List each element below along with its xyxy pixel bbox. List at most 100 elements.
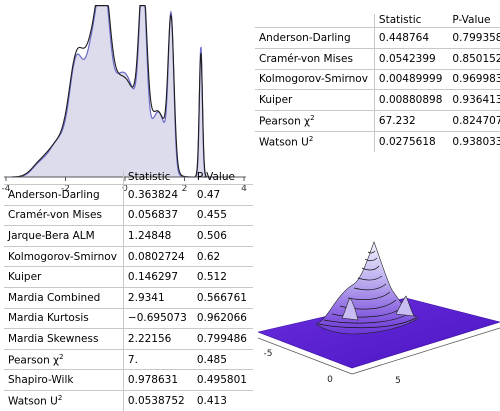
surface-contour-line	[361, 265, 380, 271]
test-name-text: Pearson χ	[8, 354, 60, 367]
surface-contour-line	[331, 307, 403, 318]
table-row: Watson U2 0.0538752 0.413	[4, 389, 253, 411]
table-row: Kolmogorov-Smirnov 0.00489999 0.969983	[255, 68, 500, 90]
table-row: Jarque-Bera ALM 1.24848 0.506	[4, 225, 253, 247]
table-row: Cramér-von Mises 0.056837 0.455	[4, 204, 253, 226]
test-name: Cramér-von Mises	[255, 47, 375, 70]
test-name-text: Watson U	[8, 395, 58, 408]
test-name: Watson U2	[255, 130, 375, 152]
superscript: 2	[310, 114, 315, 123]
table-row: Cramér-von Mises 0.0542399 0.850152	[255, 47, 500, 70]
pvalue-value: 0.455	[192, 204, 253, 226]
test-name: Anderson-Darling	[255, 27, 375, 49]
statistic-value: 0.0275618	[374, 130, 449, 152]
goodness-of-fit-table-bottom: Statistic P-Value Anderson-Darling 0.3638…	[4, 171, 253, 411]
table-row: Anderson-Darling 0.448764 0.799358	[255, 27, 500, 49]
statistic-value: 0.0538752	[123, 389, 193, 411]
statistic-value: 0.0802724	[123, 245, 193, 267]
test-name: Shapiro-Wilk	[4, 369, 124, 391]
density-area	[11, 5, 215, 177]
header-pvalue: P-Value	[452, 14, 491, 26]
test-name-text: Kuiper	[8, 271, 42, 284]
table-row: Pearson χ2 7. 0.485	[4, 348, 253, 370]
statistic-value: 0.00489999	[374, 68, 449, 90]
surface-contour-line	[357, 275, 383, 281]
statistic-value: 7.	[123, 348, 193, 370]
test-name-text: Anderson-Darling	[259, 31, 351, 44]
surface-peaks	[315, 241, 419, 335]
surface-axis-ticks: -5 0 5	[264, 349, 401, 386]
statistic-value: −0.695073	[123, 307, 193, 329]
test-name-text: Watson U	[259, 136, 309, 149]
surface-contour-line	[364, 257, 378, 262]
table-row: Pearson χ2 67.232 0.824707	[255, 110, 500, 132]
test-name-text: Anderson-Darling	[8, 188, 100, 201]
density-fit-curve	[12, 5, 215, 178]
pvalue-value: 0.512	[192, 266, 253, 288]
test-name-text: Kolmogorov-Smirnov	[8, 250, 117, 263]
test-name-text: Cramér-von Mises	[8, 209, 102, 222]
surface-axis-front	[257, 337, 353, 375]
table-row: Watson U2 0.0275618 0.938033	[255, 130, 500, 152]
surface-contour-line	[339, 299, 397, 310]
surface-tick-label: 5	[395, 376, 401, 386]
surface-contour-line	[367, 250, 376, 254]
pvalue-value: 0.824707	[448, 110, 500, 132]
test-name: Jarque-Bera ALM	[4, 225, 124, 247]
test-name-text: Shapiro-Wilk	[8, 374, 74, 387]
table-header-row: Statistic P-Value	[255, 14, 500, 28]
statistic-value: 1.24848	[123, 225, 193, 247]
statistic-value: 0.363824	[123, 184, 193, 206]
table-row: Mardia Skewness 2.22156 0.799486	[4, 328, 253, 350]
header-blank	[255, 14, 375, 28]
density-data-curve	[12, 5, 215, 178]
test-name-text: Mardia Kurtosis	[8, 312, 89, 325]
surface-tick-label: -5	[264, 349, 273, 359]
table-row: Kuiper 0.00880898 0.936413	[255, 89, 500, 111]
test-name: Pearson χ2	[255, 110, 375, 132]
header-blank	[4, 171, 124, 185]
table-row: Mardia Kurtosis −0.695073 0.962066	[4, 307, 253, 329]
table-header-row: Statistic P-Value	[4, 171, 253, 185]
statistic-value: 0.00880898	[374, 89, 449, 111]
statistic-value: 0.978631	[123, 369, 193, 391]
surface-plot-3d: -5 0 5	[256, 228, 500, 406]
superscript: 2	[308, 135, 314, 144]
header-statistic: Statistic	[378, 14, 422, 26]
statistic-value: 0.056837	[123, 204, 193, 226]
statistic-value: 0.0542399	[374, 47, 449, 70]
test-name: Kolmogorov-Smirnov	[4, 245, 124, 267]
surface-peak-body	[315, 241, 419, 335]
pvalue-value: 0.799486	[192, 328, 253, 350]
superscript: 2	[59, 352, 64, 361]
statistic-value: 2.9341	[123, 286, 193, 309]
pvalue-value: 0.969983	[448, 68, 500, 90]
test-name: Kolmogorov-Smirnov	[255, 68, 375, 90]
statistic-value: 67.232	[374, 110, 449, 132]
surface-side-peak	[395, 295, 415, 317]
test-name: Pearson χ2	[4, 348, 124, 370]
surface-tick-label: 0	[327, 375, 333, 385]
surface-axis-side	[351, 327, 500, 375]
test-name-text: Jarque-Bera ALM	[8, 229, 95, 242]
test-name: Kuiper	[4, 266, 124, 288]
test-name: Cramér-von Mises	[4, 204, 124, 226]
table-row: Kuiper 0.146297 0.512	[4, 266, 253, 288]
test-name-text: Pearson χ	[259, 115, 311, 128]
statistic-value: 2.22156	[123, 328, 193, 350]
test-name-text: Kolmogorov-Smirnov	[259, 73, 368, 86]
pvalue-value: 0.566761	[192, 286, 253, 309]
test-name-text: Mardia Skewness	[8, 332, 99, 345]
pvalue-value: 0.962066	[192, 307, 253, 329]
table-row: Anderson-Darling 0.363824 0.47	[4, 184, 253, 206]
test-name-text: Cramér-von Mises	[259, 52, 353, 65]
pvalue-value: 0.47	[192, 184, 253, 206]
goodness-of-fit-table-top: Statistic P-Value Anderson-Darling 0.4487…	[255, 14, 500, 152]
test-name-text: Mardia Combined	[8, 291, 101, 304]
header-statistic: Statistic	[127, 171, 171, 183]
surface-contour-line	[317, 317, 417, 329]
pvalue-value: 0.506	[192, 225, 253, 247]
surface-contour-line	[323, 313, 409, 324]
pvalue-value: 0.495801	[192, 369, 253, 391]
surface-side-peak	[341, 297, 359, 321]
